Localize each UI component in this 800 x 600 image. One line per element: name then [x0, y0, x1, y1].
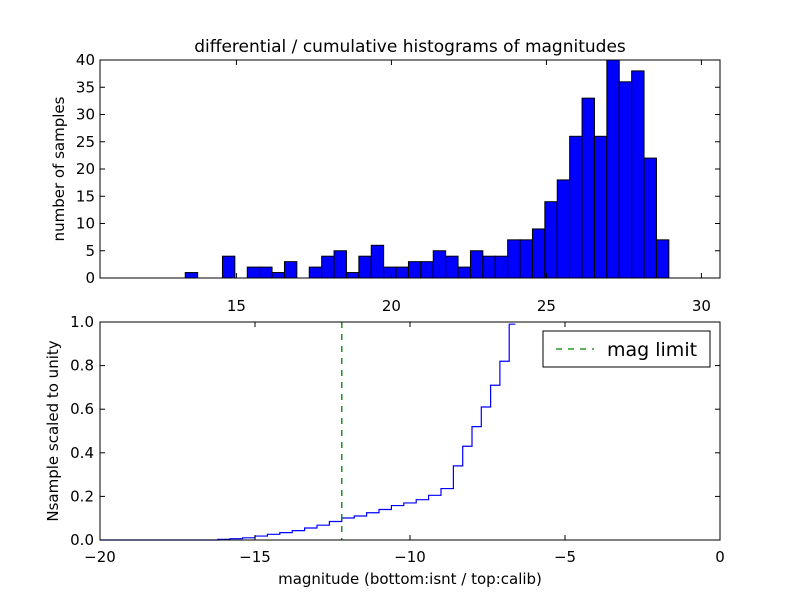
bottom-x-axis-label: magnitude (bottom:isnt / top:calib)	[278, 570, 542, 588]
histogram-bar	[184, 272, 199, 279]
histogram-bar	[395, 266, 409, 279]
histogram-bar	[544, 201, 558, 279]
histogram-bar	[283, 261, 298, 279]
top-x-tick-label: 20	[382, 297, 401, 315]
histogram-bar	[308, 266, 323, 279]
bottom-y-axis-label: Nsample scaled to unity	[44, 340, 62, 521]
bottom-x-tick-label: −20	[84, 548, 116, 566]
histogram-bar	[519, 239, 533, 279]
bottom-y-tick-label: 0.2	[70, 487, 94, 505]
histogram-bar	[482, 255, 496, 279]
top-y-tick-label: 5	[85, 242, 95, 260]
bottom-y-tick-label: 0.4	[70, 444, 94, 462]
legend: mag limit	[542, 330, 711, 368]
histogram-bar	[618, 81, 633, 279]
cumulative-step-line	[100, 323, 516, 541]
bottom-y-tick-label: 0.0	[70, 531, 94, 549]
top-x-tick-label: 30	[692, 297, 711, 315]
histogram-bar	[494, 255, 509, 279]
top-x-ticks: 15 20 25 30	[227, 60, 711, 315]
histogram-bar	[643, 157, 657, 279]
top-y-tick-label: 40	[76, 51, 95, 69]
top-y-tick-label: 10	[76, 215, 95, 233]
bottom-y-tick-label: 0.8	[70, 357, 94, 375]
top-y-tick-label: 15	[76, 187, 95, 205]
histogram-bar	[432, 250, 447, 279]
histogram-bar	[569, 135, 583, 279]
top-y-axis-label: number of samples	[50, 96, 68, 241]
histogram-bar	[345, 272, 360, 279]
chart-title: differential / cumulative histograms of …	[194, 37, 626, 57]
histogram-bar	[655, 239, 670, 279]
bottom-x-tick-label: −10	[394, 548, 426, 566]
histogram-bar	[631, 70, 645, 279]
top-y-tick-label: 25	[76, 133, 95, 151]
histogram-bar	[445, 255, 459, 279]
bottom-y-ticks: 0.0 0.2 0.4 0.6 0.8 1.0	[70, 313, 720, 549]
histogram-bar	[457, 266, 471, 279]
histogram-bar	[420, 261, 434, 279]
histogram-bar	[246, 266, 261, 279]
histogram-bar	[606, 59, 620, 279]
histogram-bar	[358, 255, 372, 279]
histogram-bar	[531, 228, 546, 279]
top-y-tick-label: 20	[76, 160, 95, 178]
cumulative-histogram-panel: −20 −15 −10 −5 0 0.0 0.2 0.4 0.6 0.8 1.0 magnitud…	[44, 313, 725, 588]
top-y-tick-label: 0	[85, 269, 95, 287]
bottom-x-ticks: −20 −15 −10 −5 0	[84, 322, 725, 566]
bottom-y-tick-label: 0.6	[70, 400, 94, 418]
bottom-x-tick-label: 0	[715, 548, 725, 566]
top-y-tick-label: 35	[76, 78, 95, 96]
histogram-bar	[469, 250, 484, 279]
histogram-bar	[221, 255, 236, 279]
histogram-bar	[259, 266, 273, 279]
bottom-x-tick-label: −15	[239, 548, 271, 566]
bottom-x-tick-label: −5	[554, 548, 576, 566]
histogram-bar	[383, 266, 397, 279]
histogram-bars	[184, 59, 670, 279]
histogram-bar	[407, 261, 422, 279]
histogram-bar	[321, 255, 335, 279]
histogram-bar	[593, 135, 608, 279]
histogram-bar	[581, 97, 595, 279]
histogram-bar	[507, 239, 521, 279]
histogram-bar	[370, 244, 385, 279]
bottom-y-tick-label: 1.0	[70, 313, 94, 331]
top-x-tick-label: 15	[227, 297, 246, 315]
legend-label: mag limit	[607, 339, 697, 361]
top-y-ticks: 0 5 10 15 20 25 30 35 40	[76, 51, 720, 287]
top-y-tick-label: 30	[76, 106, 95, 124]
top-x-tick-label: 25	[537, 297, 556, 315]
histogram-bar	[271, 272, 285, 279]
histogram-bar	[333, 250, 347, 279]
histogram-bar	[556, 179, 571, 279]
differential-histogram-panel: differential / cumulative histograms of …	[50, 37, 721, 315]
